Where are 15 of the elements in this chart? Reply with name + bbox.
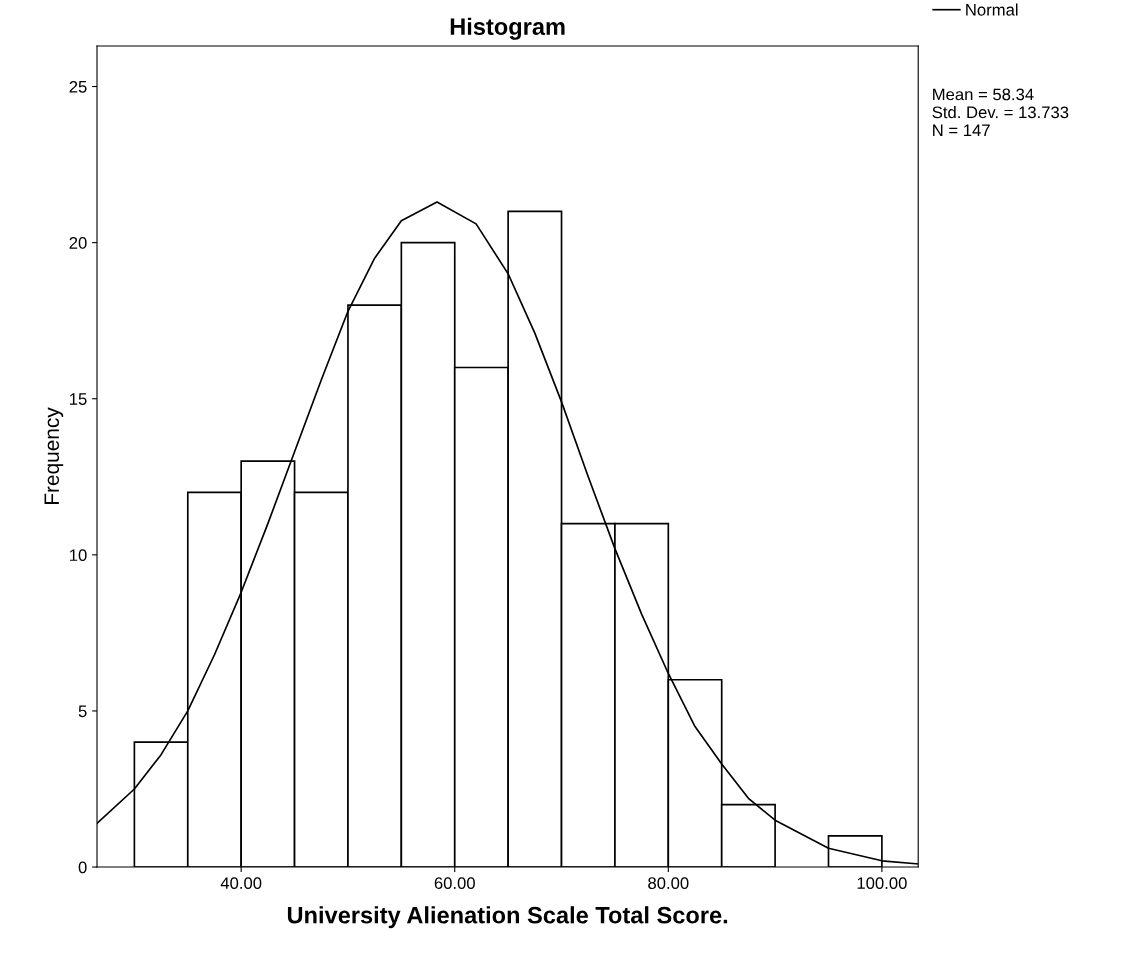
y-axis-title: Frequency — [44, 407, 64, 504]
text: Mean = 58.34 Std. Dev. = 13.733 N = 147 — [932, 88, 1069, 137]
x-tick-label: 80.00 — [648, 877, 689, 890]
y-tick-label: 25 — [69, 80, 87, 93]
x-tick-label: 100.00 — [857, 877, 907, 890]
legend-label: Normal — [966, 3, 1018, 16]
y-tick-label: 10 — [70, 549, 87, 562]
y-tick-label: 15 — [70, 393, 87, 405]
x-tick-label: 40.00 — [220, 877, 262, 890]
chart-title: Histogram — [450, 17, 565, 40]
y-tick-label: 20 — [69, 237, 87, 249]
x-axis-title: University Alienation Scale Total Score. — [287, 906, 728, 929]
y-tick-label: 0 — [78, 861, 87, 874]
x-tick-label: 60.00 — [434, 877, 475, 890]
y-tick-label: 5 — [78, 705, 87, 718]
